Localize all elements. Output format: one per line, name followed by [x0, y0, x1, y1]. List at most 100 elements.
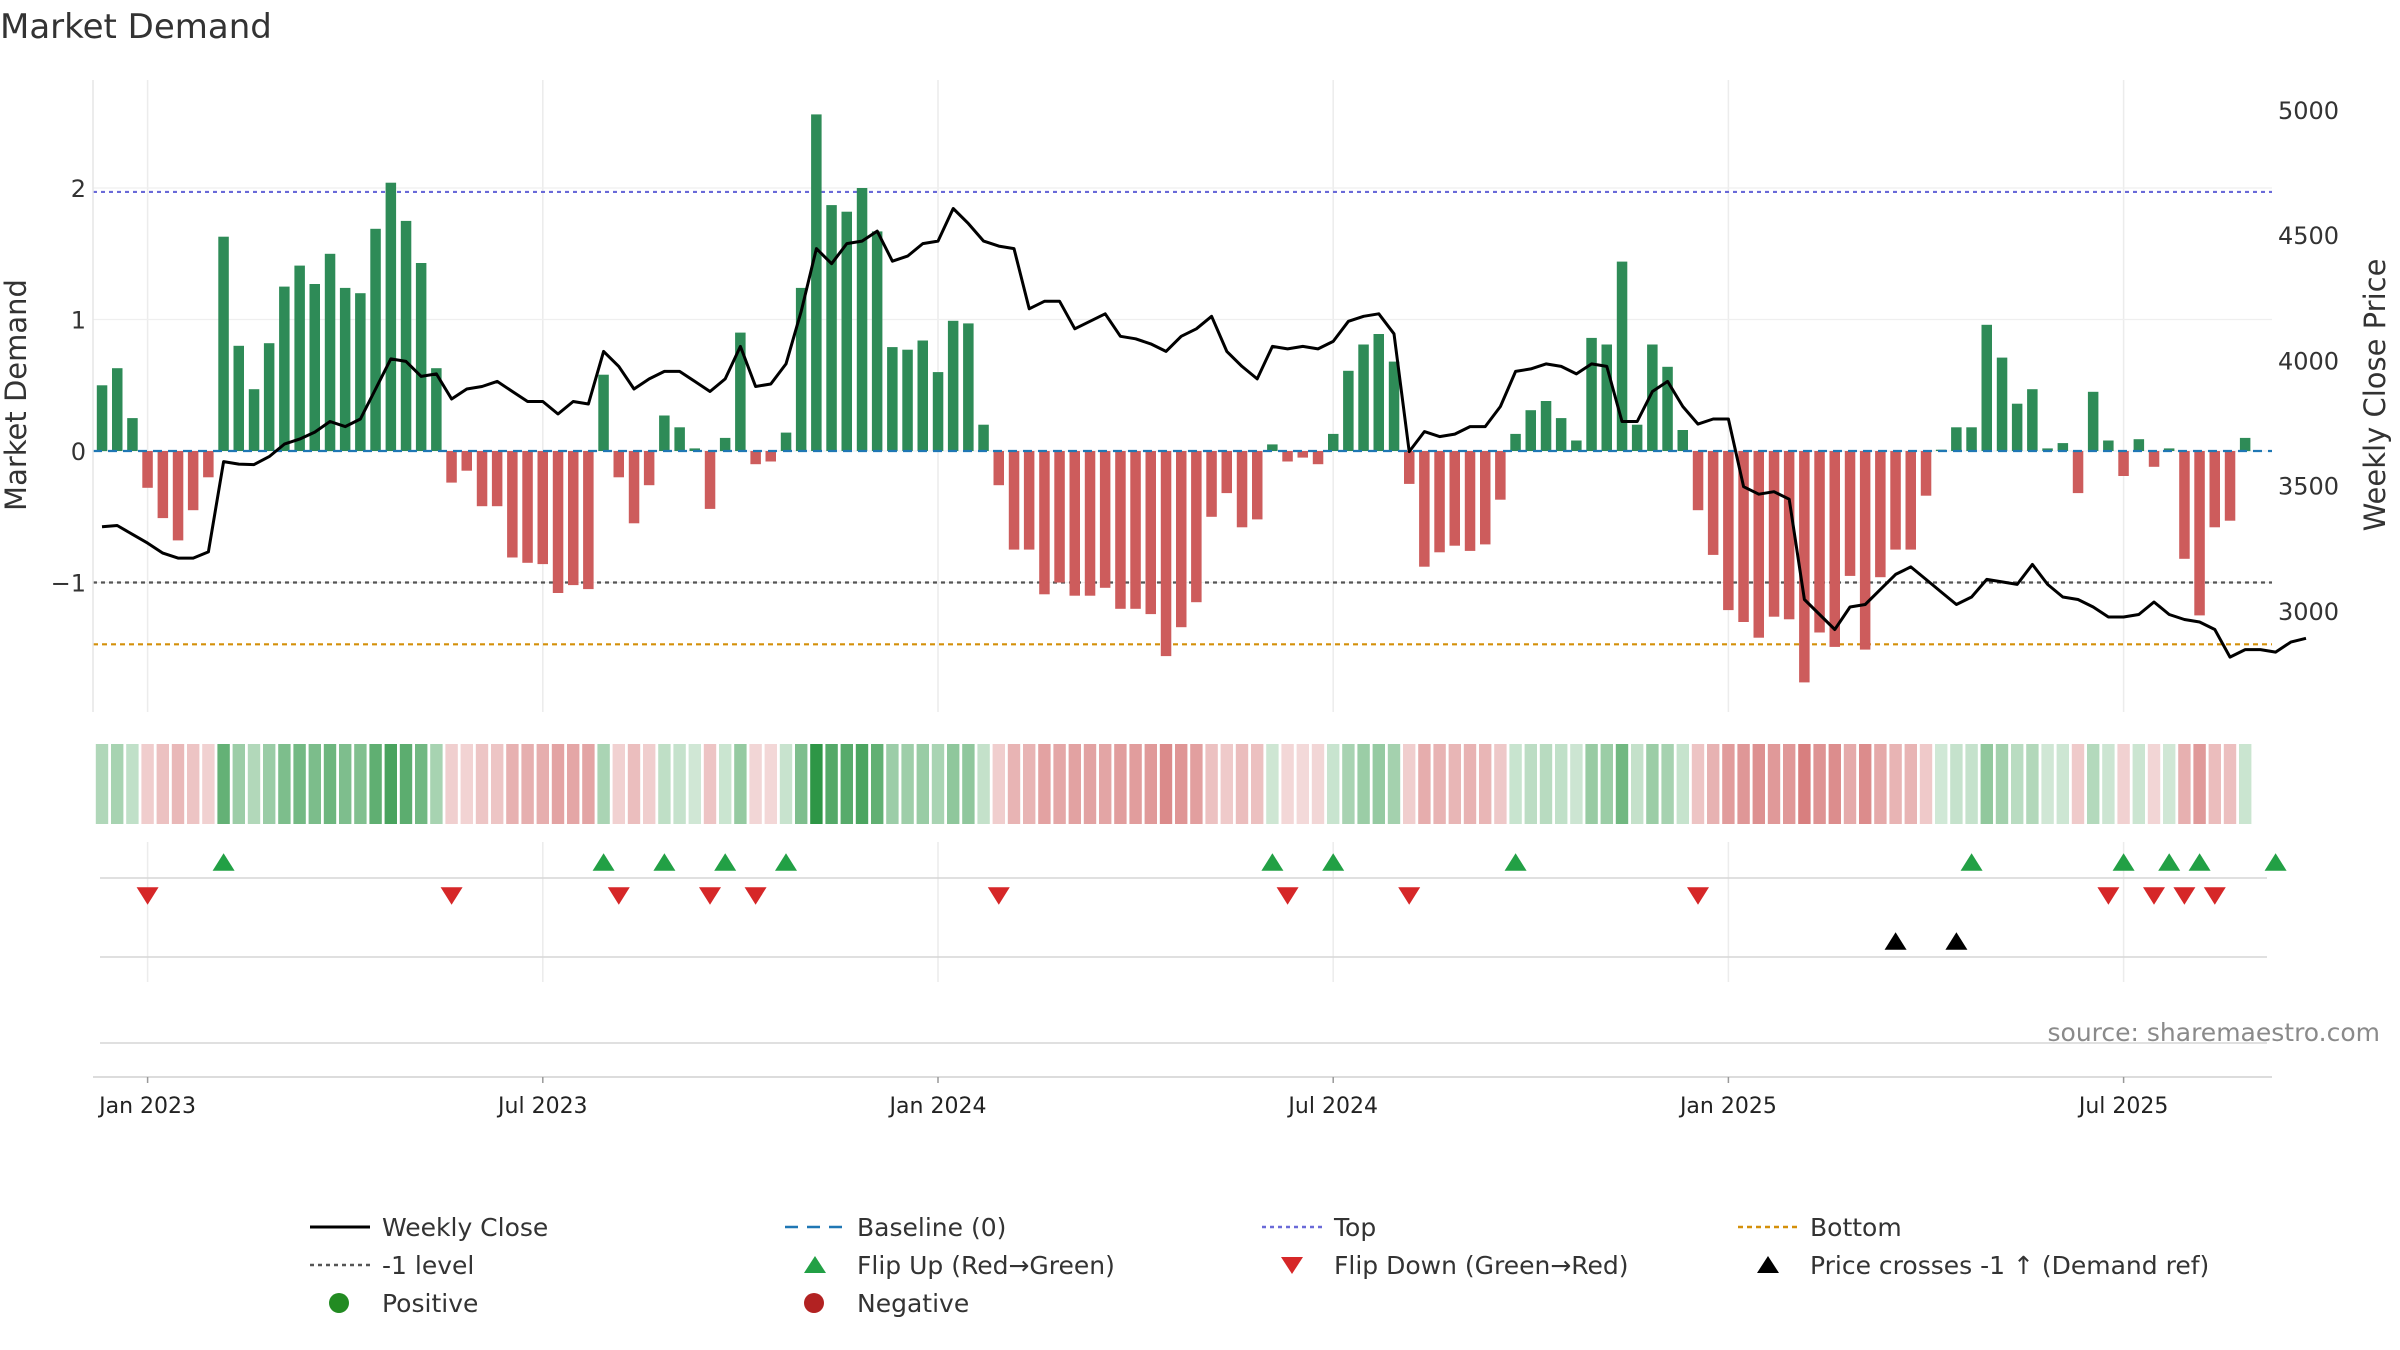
heat-cell	[1950, 744, 1963, 824]
demand-bar-positive	[1525, 410, 1536, 451]
demand-bar-positive	[932, 372, 944, 451]
heat-cell	[1433, 744, 1446, 824]
heat-cell	[126, 744, 139, 824]
heat-cell	[871, 744, 884, 824]
heat-cell	[1175, 744, 1188, 824]
legend-item-negative: Negative	[804, 1289, 969, 1318]
demand-bar-positive	[279, 286, 290, 451]
demand-bar-positive	[841, 211, 852, 451]
heat-cell	[1783, 744, 1796, 824]
demand-bar-positive	[1966, 427, 1977, 451]
flip-down-marker	[2097, 887, 2120, 905]
demand-bar-negative	[1297, 451, 1308, 458]
heat-cell	[901, 744, 914, 824]
legend-item-top: Top	[1262, 1213, 1376, 1242]
demand-bar-positive	[735, 332, 746, 451]
legend: Weekly Close Baseline (0) Top Bottom -1 leve…	[310, 1213, 2209, 1318]
legend-item-flip-up: Flip Up (Red→Green)	[804, 1251, 1115, 1280]
demand-bar-positive	[2163, 448, 2175, 451]
heat-cell	[567, 744, 580, 824]
heat-cell	[703, 744, 717, 824]
demand-bar-negative	[643, 451, 655, 486]
legend-item-baseline: Baseline (0)	[785, 1213, 1006, 1242]
heat-cell	[1448, 744, 1461, 824]
heat-cell	[551, 744, 565, 824]
legend-label: Flip Up (Red→Green)	[857, 1251, 1115, 1280]
x-tick-label: Jan 2024	[888, 1094, 987, 1119]
heat-cell	[1752, 744, 1765, 824]
demand-bar-negative	[446, 451, 457, 483]
heat-cell	[293, 744, 306, 824]
heat-cell	[612, 744, 625, 824]
heat-cell	[658, 744, 671, 824]
heat-cell	[111, 744, 124, 824]
heat-cell	[1463, 744, 1477, 824]
flip-down-marker	[136, 887, 159, 905]
flip-down-marker	[1276, 887, 1299, 905]
legend-label: Weekly Close	[382, 1213, 548, 1242]
heat-cell	[156, 744, 169, 824]
legend-triangle-up-icon	[1757, 1256, 1779, 1273]
demand-bar-positive	[2239, 437, 2251, 452]
heat-cell	[688, 744, 701, 824]
demand-bar-positive	[826, 205, 837, 451]
heat-cell	[278, 744, 291, 824]
legend-label: Top	[1333, 1213, 1376, 1242]
demand-bar-positive	[1662, 366, 1673, 451]
heat-cell	[1235, 744, 1249, 824]
heat-cell	[643, 744, 656, 824]
demand-bar-negative	[1844, 451, 1856, 576]
demand-bar-positive	[2057, 443, 2069, 451]
demand-bar-negative	[1176, 451, 1187, 628]
demand-bar-positive	[780, 432, 792, 451]
demand-bar-positive	[2042, 448, 2053, 451]
heat-cell	[2102, 744, 2115, 824]
demand-bar-negative	[1282, 451, 1293, 462]
demand-bar-positive	[294, 265, 305, 451]
demand-bar-negative	[1160, 451, 1172, 657]
y2-tick-label: 3500	[2278, 473, 2339, 501]
heat-cell	[506, 744, 519, 824]
demand-bar-positive	[309, 284, 320, 451]
legend-label: Flip Down (Green→Red)	[1334, 1251, 1629, 1280]
heat-cell	[1190, 744, 1203, 824]
heat-cell	[1053, 744, 1066, 824]
demand-bar-negative	[1920, 451, 1932, 496]
demand-bar-negative	[1023, 451, 1035, 550]
heat-cell	[1524, 744, 1537, 824]
demand-bar-negative	[1084, 451, 1096, 596]
demand-bar-positive	[1677, 430, 1688, 451]
x-tick-label: Jan 2025	[1678, 1094, 1777, 1119]
demand-bar-positive	[598, 374, 609, 451]
heat-cell	[521, 744, 534, 824]
legend-dot-icon	[804, 1293, 824, 1313]
demand-bar-positive	[1616, 261, 1628, 451]
demand-bar-negative	[1753, 451, 1764, 638]
demand-bar-positive	[1358, 344, 1369, 451]
demand-bar-negative	[1130, 451, 1141, 609]
demand-bar-negative	[157, 451, 169, 519]
heat-cell	[779, 744, 793, 824]
demand-bar-positive	[2011, 403, 2023, 451]
flip-up-marker	[653, 853, 676, 871]
heat-cell	[947, 744, 960, 824]
demand-bar-negative	[704, 451, 716, 509]
heat-cell	[1615, 744, 1629, 824]
demand-bar-negative	[1252, 451, 1263, 520]
demand-bar-negative	[1236, 451, 1248, 528]
demand-bar-positive	[385, 182, 397, 451]
legend-triangle-down-icon	[1281, 1257, 1303, 1274]
heat-cell	[1281, 744, 1294, 824]
heat-cell	[931, 744, 945, 824]
demand-bar-negative	[750, 451, 761, 465]
heat-cell	[1083, 744, 1097, 824]
heat-cell	[1585, 744, 1598, 824]
demand-bar-positive	[339, 287, 351, 451]
demand-bar-negative	[1449, 451, 1460, 546]
demand-bar-negative	[1099, 451, 1111, 588]
demand-bar-positive	[370, 228, 381, 451]
heat-cell	[536, 744, 549, 824]
demand-bar-positive	[1555, 418, 1567, 451]
flip-down-marker	[744, 887, 767, 905]
heat-cell	[2193, 744, 2206, 824]
